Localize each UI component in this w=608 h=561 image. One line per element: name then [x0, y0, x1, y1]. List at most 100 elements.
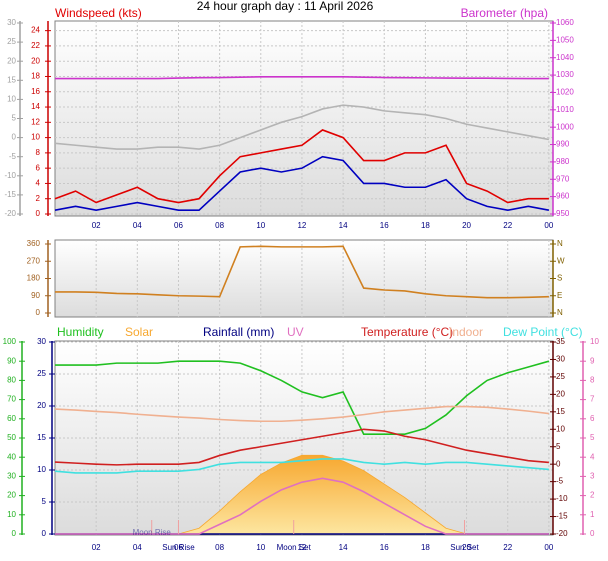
y-tick-label: -5: [556, 477, 564, 486]
event-label: Moon Set: [277, 543, 312, 552]
x-tick-label: 14: [339, 221, 348, 230]
legend-label: Humidity: [57, 325, 104, 339]
y-tick-label: 0: [590, 529, 595, 538]
y-tick-label: 8: [590, 376, 595, 385]
series-line: [54, 428, 549, 466]
y-tick-label: -20: [4, 209, 16, 218]
y-tick-label: -10: [556, 494, 568, 503]
x-tick-label: 22: [503, 543, 512, 552]
y-tick-label: 1: [590, 510, 595, 519]
x-tick-label: 08: [215, 543, 224, 552]
y-tick-label: 10: [7, 510, 16, 519]
y-tick-label: 0: [36, 308, 41, 317]
y-tick-label: 20: [37, 401, 46, 410]
plot-area: [54, 20, 554, 217]
y-tick-label: 30: [556, 355, 565, 364]
series-line: [54, 155, 550, 211]
y-tick-label: 14: [31, 102, 40, 111]
x-tick-label: 20: [462, 543, 471, 552]
y-tick-label: 10: [7, 95, 16, 104]
x-tick-label: 04: [133, 543, 142, 552]
x-tick-label: 00: [544, 221, 553, 230]
x-tick-label: 14: [339, 543, 348, 552]
event-label: Sun Set: [450, 543, 479, 552]
y-tick-label: 90: [7, 356, 16, 365]
x-tick-label: 08: [215, 221, 224, 230]
x-tick-label: 20: [462, 221, 471, 230]
y-tick-label: 180: [27, 274, 41, 283]
y-tick-label: 5: [590, 433, 595, 442]
legend-label: UV: [287, 325, 304, 339]
x-tick-label: 06: [174, 221, 183, 230]
y-tick-label: 990: [556, 140, 570, 149]
y-tick-label: 35: [556, 337, 565, 346]
series-line: [54, 405, 549, 423]
y-tick-label: 970: [556, 174, 570, 183]
x-tick-label: 00: [544, 543, 553, 552]
chart-title: 24 hour graph day : 11 April 2026: [197, 0, 374, 13]
event-label: Moon Rise: [133, 528, 172, 537]
event-label: Sun Rise: [162, 543, 195, 552]
y-tick-label: -5: [9, 152, 17, 161]
x-tick-label: 16: [380, 543, 389, 552]
x-tick-label: 10: [256, 543, 265, 552]
y-tick-label: 6: [590, 414, 595, 423]
y-tick-label: N: [557, 308, 563, 317]
y-tick-label: 30: [7, 472, 16, 481]
y-tick-label: 70: [7, 395, 16, 404]
y-tick-label: 980: [556, 157, 570, 166]
y-tick-label: 6: [36, 163, 41, 172]
x-tick-label: 10: [256, 221, 265, 230]
y-tick-label: E: [557, 291, 562, 300]
x-tick-label: 18: [421, 221, 430, 230]
y-tick-label: 7: [590, 395, 595, 404]
y-tick-label: 0: [556, 459, 561, 468]
y-tick-label: 1020: [556, 88, 574, 97]
y-tick-label: 30: [7, 18, 16, 27]
y-tick-label: -10: [4, 171, 16, 180]
y-tick-label: 10: [556, 424, 565, 433]
series-line: [55, 477, 549, 535]
y-tick-label: 18: [31, 72, 40, 81]
y-tick-label: 5: [12, 114, 17, 123]
y-tick-label: 15: [37, 433, 46, 442]
y-tick-label: W: [557, 256, 565, 265]
legend-label: Indoor: [449, 325, 483, 339]
y-tick-label: 360: [27, 239, 41, 248]
y-tick-label: -15: [556, 512, 568, 521]
y-tick-label: 0: [12, 529, 17, 538]
y-tick-label: 5: [556, 442, 561, 451]
series-line: [54, 104, 550, 150]
y-tick-label: 15: [7, 75, 16, 84]
legend-label: Windspeed (kts): [55, 6, 142, 20]
y-tick-label: 1050: [556, 35, 574, 44]
y-tick-label: S: [557, 274, 562, 283]
y-tick-label: 10: [590, 337, 599, 346]
series-line: [55, 76, 549, 80]
y-tick-label: 5: [42, 497, 47, 506]
y-tick-label: -15: [4, 190, 16, 199]
legend-label: Dew Point (°C): [503, 325, 582, 339]
y-tick-label: 20: [7, 56, 16, 65]
y-tick-label: 0: [12, 133, 17, 142]
series-line: [55, 360, 550, 435]
x-tick-label: 12: [297, 543, 306, 552]
x-tick-label: 22: [503, 221, 512, 230]
x-tick-label: 18: [421, 543, 430, 552]
y-tick-label: 25: [7, 37, 16, 46]
y-tick-label: 1000: [556, 122, 574, 131]
y-tick-label: 0: [42, 529, 47, 538]
y-tick-label: 30: [37, 337, 46, 346]
y-tick-label: 950: [556, 209, 570, 218]
legend-label: Solar: [125, 325, 153, 339]
x-tick-label: 12: [297, 221, 306, 230]
y-tick-label: 4: [590, 452, 595, 461]
y-tick-label: 10: [37, 465, 46, 474]
y-tick-label: 25: [556, 372, 565, 381]
y-tick-label: 960: [556, 192, 570, 201]
x-tick-label: 06: [174, 543, 183, 552]
y-tick-label: 90: [31, 291, 40, 300]
x-tick-label: 16: [380, 221, 389, 230]
legend-label: Temperature (°C): [361, 325, 453, 339]
